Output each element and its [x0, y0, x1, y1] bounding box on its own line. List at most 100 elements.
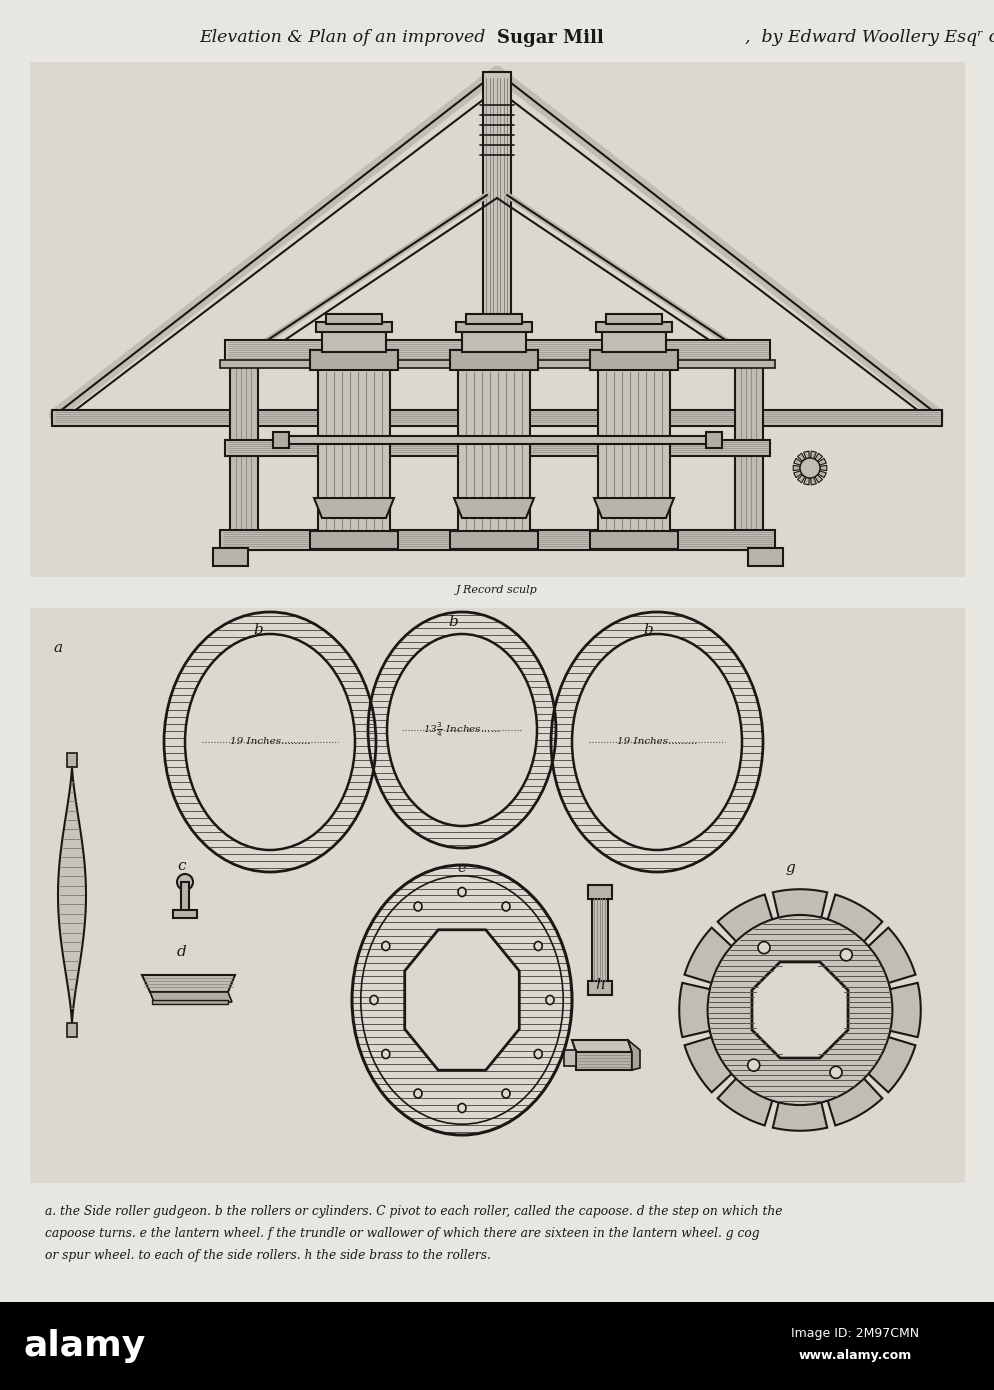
Bar [482, 72, 511, 332]
Polygon shape [772, 890, 826, 922]
Bar [316, 322, 392, 332]
Bar [589, 350, 677, 370]
Bar [735, 350, 762, 550]
Ellipse shape [534, 941, 542, 951]
Polygon shape [593, 498, 673, 518]
Bar [449, 350, 538, 370]
Ellipse shape [546, 995, 554, 1005]
Text: alamy: alamy [24, 1329, 146, 1364]
Bar [465, 314, 522, 324]
Bar [747, 548, 782, 566]
Circle shape [746, 1059, 759, 1072]
Ellipse shape [382, 1049, 390, 1059]
Polygon shape [572, 1040, 631, 1052]
Polygon shape [142, 974, 235, 992]
Text: e: e [457, 860, 466, 874]
Text: or spur wheel. to each of the side rollers. h the side brass to the rollers.: or spur wheel. to each of the side rolle… [45, 1250, 490, 1262]
Polygon shape [627, 1040, 639, 1070]
Text: capoose turns. e the lantern wheel. f the trundle or wallower of which there are: capoose turns. e the lantern wheel. f th… [45, 1227, 758, 1240]
Polygon shape [793, 471, 801, 478]
Text: 13$\frac{3}{4}$ Inches......: 13$\frac{3}{4}$ Inches...... [422, 721, 501, 739]
Polygon shape [810, 450, 815, 459]
Bar [318, 368, 390, 532]
Polygon shape [679, 983, 711, 1037]
Bar [181, 883, 189, 912]
Text: b: b [642, 623, 652, 637]
Bar [173, 910, 197, 917]
Bar [272, 432, 288, 448]
Polygon shape [751, 962, 847, 1058]
Text: www.alamy.com: www.alamy.com [797, 1350, 911, 1362]
Bar [595, 322, 671, 332]
Ellipse shape [185, 634, 355, 851]
Bar [591, 895, 607, 986]
Circle shape [840, 949, 852, 960]
Ellipse shape [382, 941, 390, 951]
Polygon shape [717, 895, 778, 942]
Text: a. the Side roller gudgeon. b the rollers or cylinders. C pivot to each roller, : a. the Side roller gudgeon. b the roller… [45, 1205, 781, 1218]
Polygon shape [810, 477, 815, 485]
Polygon shape [564, 1049, 576, 1066]
Ellipse shape [502, 902, 510, 910]
Ellipse shape [457, 1104, 465, 1112]
Bar [449, 531, 538, 549]
Bar [152, 999, 228, 1004]
Bar [30, 63, 964, 577]
Bar [220, 360, 774, 368]
Text: b: b [447, 614, 457, 630]
Polygon shape [820, 1077, 882, 1126]
Polygon shape [405, 930, 519, 1070]
Bar [706, 432, 722, 448]
Polygon shape [576, 1052, 631, 1070]
Polygon shape [772, 1098, 826, 1130]
Bar [461, 329, 526, 352]
Polygon shape [792, 466, 799, 471]
Bar [322, 329, 386, 352]
Polygon shape [684, 927, 737, 983]
Bar [326, 314, 382, 324]
Polygon shape [796, 475, 804, 482]
Circle shape [799, 457, 819, 478]
Bar [0, 1302, 994, 1390]
Text: f: f [596, 885, 602, 899]
Bar [457, 368, 530, 532]
Bar [587, 885, 611, 899]
Text: Elevation & Plan of an improved: Elevation & Plan of an improved [200, 29, 496, 46]
Polygon shape [58, 765, 85, 1024]
Bar [605, 314, 661, 324]
Text: g: g [784, 860, 794, 874]
Text: 19 Inches.........: 19 Inches......... [616, 738, 697, 746]
Polygon shape [819, 466, 826, 471]
Ellipse shape [502, 1088, 510, 1098]
Polygon shape [862, 1037, 914, 1093]
Circle shape [757, 941, 769, 954]
Polygon shape [314, 498, 394, 518]
Polygon shape [888, 983, 919, 1037]
Polygon shape [817, 459, 825, 466]
Polygon shape [803, 477, 808, 485]
Bar [220, 530, 774, 550]
Polygon shape [717, 1073, 772, 1126]
Bar [52, 410, 941, 425]
Bar [213, 548, 248, 566]
Text: Sugar Mill: Sugar Mill [496, 29, 603, 47]
Text: ,  by Edward Woollery Esqʳ of Jamaica.: , by Edward Woollery Esqʳ of Jamaica. [745, 29, 994, 46]
Bar [310, 531, 398, 549]
Bar [587, 981, 611, 995]
Text: b: b [252, 623, 262, 637]
Bar [30, 607, 964, 1183]
Bar [597, 368, 669, 532]
Bar [67, 753, 77, 767]
Text: J Record sculp: J Record sculp [455, 585, 538, 595]
Polygon shape [814, 475, 822, 482]
Bar [601, 329, 665, 352]
Ellipse shape [707, 915, 892, 1105]
Bar [464, 341, 529, 350]
Text: 19 Inches.........: 19 Inches......... [230, 738, 310, 746]
Polygon shape [803, 450, 808, 459]
Text: c: c [178, 859, 186, 873]
Text: d: d [177, 945, 187, 959]
Bar [225, 441, 769, 456]
Polygon shape [796, 453, 804, 461]
Bar [230, 350, 257, 550]
